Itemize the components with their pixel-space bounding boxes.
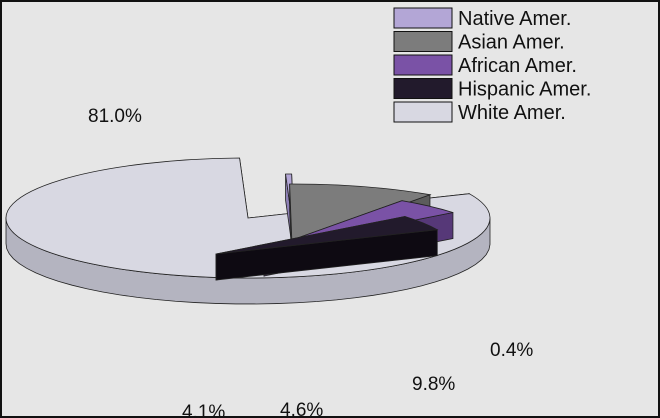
legend-swatch xyxy=(393,78,453,99)
slice-top-hispanic-amer xyxy=(215,216,439,255)
legend-label: African Amer. xyxy=(458,55,577,77)
legend-item: Native Amer. xyxy=(393,7,571,30)
slice-labels: 0.4% 9.8% 4.6% 4.1% 81.0% xyxy=(88,106,533,418)
slice-hispanic-amer xyxy=(215,216,439,281)
data-label: 0.4% xyxy=(490,340,533,361)
legend-label: White Amer. xyxy=(458,102,566,124)
legend-item: Hispanic Amer. xyxy=(393,78,591,101)
legend-swatch xyxy=(393,31,453,52)
data-label: 81.0% xyxy=(88,106,142,127)
legend-item: White Amer. xyxy=(393,101,566,124)
pie-sides xyxy=(5,157,491,305)
legend-label: Native Amer. xyxy=(458,8,571,30)
legend-swatch xyxy=(393,54,453,76)
legend: Native Amer.Asian Amer.African Amer.Hisp… xyxy=(393,7,591,124)
legend-swatch xyxy=(393,101,453,123)
legend-swatch xyxy=(393,7,453,29)
data-label: 4.6% xyxy=(280,400,323,418)
data-label: 9.8% xyxy=(412,374,455,395)
legend-label: Asian Amer. xyxy=(458,32,565,54)
data-label: 4.1% xyxy=(182,402,225,418)
legend-item: Asian Amer. xyxy=(393,31,565,54)
legend-label: Hispanic Amer. xyxy=(458,79,591,101)
legend-item: African Amer. xyxy=(393,54,577,77)
